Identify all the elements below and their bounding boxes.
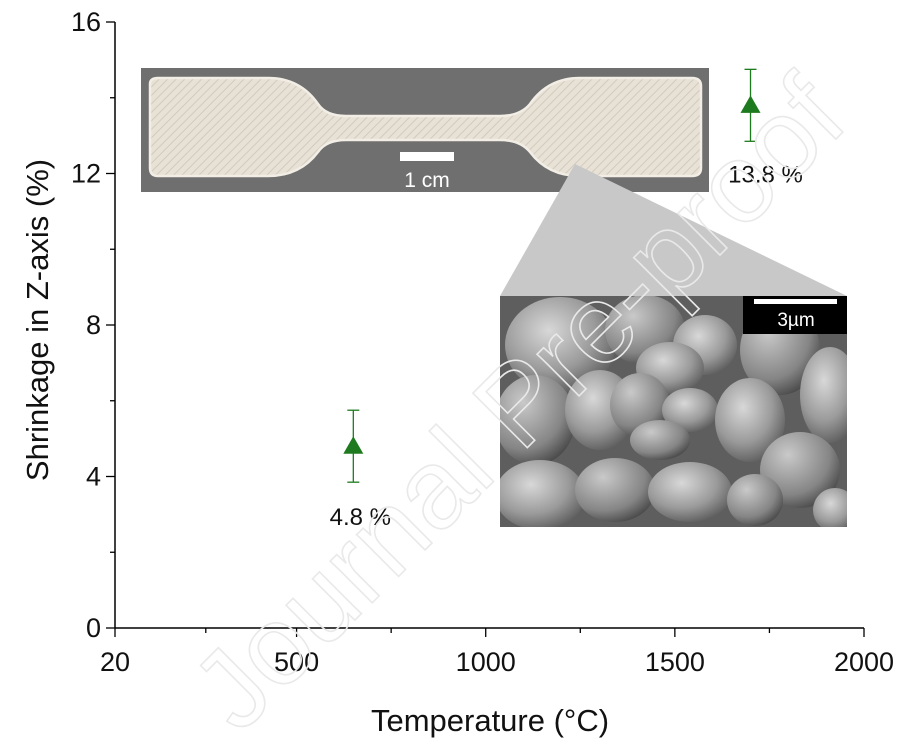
data-points: 4.8 % 13.8 % [330, 68, 803, 531]
y-tick-label: 4 [86, 462, 101, 492]
y-tick-label: 12 [71, 159, 101, 189]
y-axis-ticks: 0 4 8 12 16 [71, 7, 115, 643]
sem-scale-bar-icon [754, 299, 837, 304]
x-tick-label: 1500 [645, 647, 705, 677]
y-tick-label: 0 [86, 613, 101, 643]
x-tick-label: 500 [274, 647, 319, 677]
zoom-wedge [500, 164, 847, 296]
sem-scale-bar-label: 3µm [777, 310, 814, 331]
photo-scale-bar-icon [400, 152, 454, 161]
dog-bone-sample-shape [148, 76, 703, 178]
data-point-triangle [740, 95, 761, 113]
data-point-triangle [343, 436, 364, 454]
x-axis-title: Temperature (°C) [371, 703, 609, 738]
sample-photo-inset: 1 cm [141, 68, 709, 192]
y-tick-label: 8 [86, 310, 101, 340]
x-tick-label: 2000 [834, 647, 894, 677]
x-tick-label: 1000 [456, 647, 516, 677]
data-point-label: 13.8 % [728, 161, 803, 188]
photo-scale-bar-label: 1 cm [404, 169, 450, 192]
data-point-label: 4.8 % [330, 504, 391, 531]
x-axis-ticks: 20 500 1000 1500 2000 [100, 628, 894, 677]
sem-image-inset: 3µm [500, 296, 847, 527]
x-tick-label: 20 [100, 647, 130, 677]
y-axis-title: Shrinkage in Z-axis (%) [20, 159, 55, 481]
y-tick-label: 16 [71, 7, 101, 37]
